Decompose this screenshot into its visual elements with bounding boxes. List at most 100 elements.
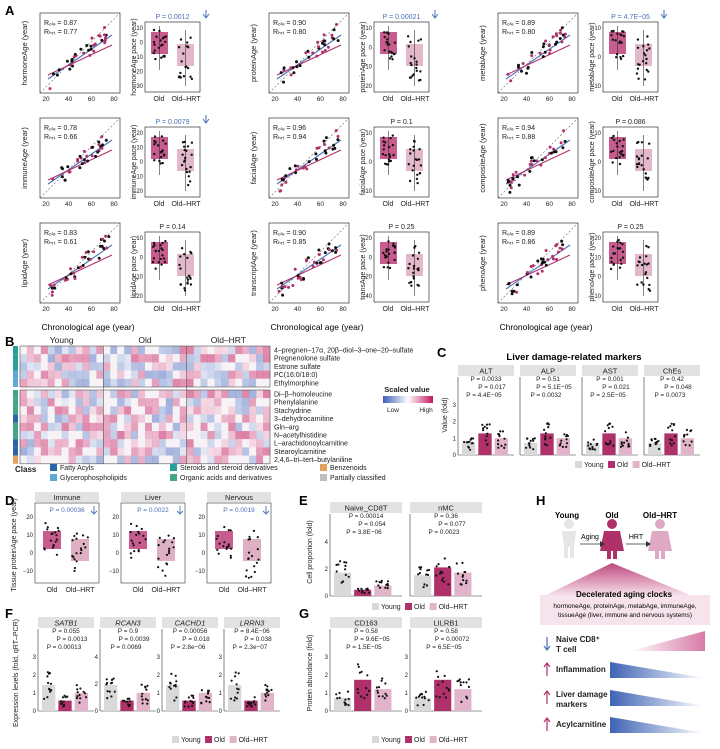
bar-point	[459, 684, 462, 687]
pace-frame	[373, 231, 430, 303]
heatmap-cell	[117, 414, 125, 423]
heatmap-cell	[40, 346, 48, 355]
heatmap-cell	[96, 439, 104, 448]
pace-point-hrt	[410, 63, 413, 67]
scatter-point	[530, 163, 534, 167]
heatmap-cell	[263, 378, 271, 387]
scatter-point	[79, 47, 83, 51]
heatmap-cell	[61, 406, 69, 415]
heatmap-cell	[68, 370, 76, 379]
heatmap-cell	[186, 354, 194, 363]
bar-point	[612, 444, 615, 447]
bar-point	[439, 570, 442, 573]
p-value-2: P = 0.017	[478, 384, 506, 391]
bar-point	[565, 442, 569, 445]
bar-point	[377, 695, 381, 698]
class-side-bar	[13, 439, 18, 448]
box-point-old	[138, 541, 141, 544]
panel-label-a: A	[5, 3, 15, 18]
heatmap-cell	[47, 354, 55, 363]
heatmap-cell	[193, 354, 201, 363]
summary-item-label-2: markers	[556, 700, 588, 709]
heatmap-cell	[151, 431, 160, 440]
class-side-bar	[13, 414, 18, 423]
heatmap-cell	[193, 439, 201, 448]
box-point-old	[55, 534, 58, 537]
scatter-point	[550, 151, 553, 155]
r-hrt-label: Rₕᵣₜ = 0.66	[44, 134, 77, 141]
p-value-3: P = 0.00013	[47, 644, 82, 651]
heatmap-cell	[165, 378, 173, 387]
bar-point	[386, 580, 390, 583]
scatter-point	[102, 247, 106, 250]
bar-point	[547, 426, 550, 429]
heatmap-cell	[20, 431, 28, 440]
heatmap-cell	[68, 431, 76, 440]
heatmap-cell	[200, 422, 208, 431]
scatter-point	[73, 52, 77, 56]
heatmap-cell	[117, 406, 125, 415]
heatmap-cell	[96, 414, 104, 423]
scatter-x-tick: 60	[546, 96, 554, 103]
decelerated-title: Decelerated aging clocks	[576, 590, 673, 599]
scatter-point	[52, 72, 55, 76]
facet-title: LRRN3	[240, 619, 265, 628]
heatmap-cell	[96, 378, 104, 387]
bar-point	[344, 703, 347, 707]
scatter-point	[326, 45, 330, 49]
decelerated-fan-shape	[546, 563, 690, 595]
bar-point	[236, 691, 239, 694]
scatter-point	[307, 55, 311, 59]
pace-point-hrt	[183, 159, 186, 162]
pace-point-hrt	[409, 152, 412, 155]
heatmap-cell	[54, 447, 62, 456]
pace-point-hrt	[637, 158, 641, 161]
bar-point	[76, 688, 79, 691]
group-label-hrt: Old–HRT	[151, 587, 181, 594]
scatter-point	[83, 255, 87, 259]
box-point-old	[223, 525, 226, 529]
pace-point-old	[391, 134, 394, 137]
r-old-label: Rₒₗₔ = 0.89	[502, 20, 535, 27]
heatmap-cell	[33, 362, 42, 371]
heatmap-cell	[158, 431, 167, 440]
pace-ylabel: transAge pace (year)	[360, 234, 367, 299]
heatmap-cell	[151, 354, 160, 363]
bar-point	[482, 429, 485, 432]
pace-y-tick: 0	[598, 275, 602, 281]
scatter-x-tick: 40	[523, 201, 531, 208]
heatmap-cell	[124, 354, 132, 363]
bar-point	[543, 428, 546, 431]
bar-point	[442, 577, 445, 580]
bar-young	[104, 685, 118, 711]
pace-y-tick: −20	[133, 294, 144, 300]
box-hrt	[157, 539, 175, 561]
panel-e-legend-swatch	[429, 603, 437, 610]
bar-point	[386, 587, 389, 590]
heatmap-cell	[172, 422, 180, 431]
pace-point-old	[609, 267, 613, 271]
bar-point	[76, 691, 79, 694]
p-value-3: P = 0.0023	[429, 529, 460, 536]
pace-point-hrt	[644, 54, 647, 57]
heatmap-cell	[26, 398, 35, 407]
pace-point-hrt	[417, 284, 420, 287]
pace-point-old	[389, 136, 392, 140]
bar-point	[109, 682, 113, 685]
scatter-point	[332, 143, 336, 147]
pace-point-old	[618, 162, 622, 166]
pace-point-hrt	[638, 256, 642, 259]
bar-point	[440, 579, 443, 582]
group-label-hrt: Old–HRT	[171, 201, 201, 208]
pace-point-old	[153, 49, 156, 52]
bar-point	[426, 569, 429, 572]
bar-point	[690, 440, 693, 443]
heatmap-cell	[172, 455, 180, 464]
p-value-3: P = 2.3e−07	[233, 644, 268, 651]
heatmap-cell	[75, 370, 83, 379]
scatter-point	[554, 32, 558, 36]
y-tick: 0	[30, 551, 34, 557]
pace-ylabel: proteinAge pace (year)	[360, 21, 367, 92]
scatter-point	[100, 146, 104, 150]
